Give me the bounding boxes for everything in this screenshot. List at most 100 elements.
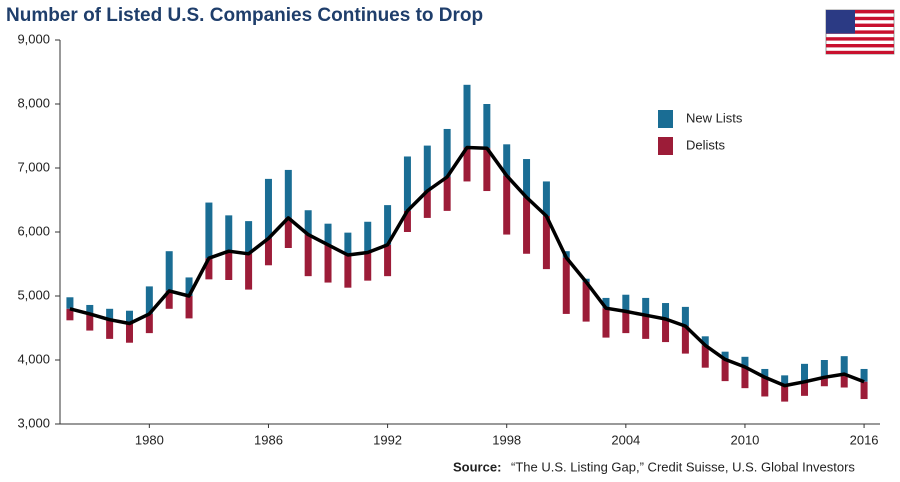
total-line: [69, 145, 865, 388]
bar: [662, 303, 670, 320]
x-tick-label: 1980: [135, 432, 164, 447]
x-tick-label: 2010: [730, 432, 759, 447]
chart-title: Number of Listed U.S. Companies Continue…: [6, 5, 483, 26]
bar: [840, 356, 848, 375]
bar: [741, 356, 749, 368]
bar: [284, 169, 292, 218]
x-tick-label: 2004: [611, 432, 640, 447]
bar: [820, 360, 828, 378]
bar: [423, 191, 431, 218]
bar: [185, 296, 193, 319]
bar: [165, 290, 173, 309]
bar: [125, 323, 133, 343]
y-tick-label: 4,000: [17, 351, 50, 366]
x-tick-label: 2016: [850, 432, 879, 447]
y-tick-label: 6,000: [17, 223, 50, 238]
bar: [681, 306, 689, 327]
bar: [582, 281, 590, 322]
bar: [523, 197, 531, 254]
x-tick-label: 1986: [254, 432, 283, 447]
bar: [781, 375, 789, 386]
x-tick-label: 1998: [492, 432, 521, 447]
bar: [165, 251, 173, 291]
bar: [463, 84, 471, 148]
bar: [66, 297, 74, 309]
bar: [463, 147, 471, 182]
bar: [801, 363, 809, 382]
bar: [106, 319, 114, 339]
bar: [145, 313, 153, 334]
bar: [245, 221, 253, 254]
x-tick-label: 1992: [373, 432, 402, 447]
bar: [284, 217, 292, 248]
bar: [602, 297, 610, 309]
bar: [681, 326, 689, 354]
bar: [225, 251, 233, 280]
bar: [423, 145, 431, 192]
legend-swatch: [658, 110, 673, 128]
bar: [364, 221, 372, 253]
bar: [225, 215, 233, 252]
bar: [66, 308, 74, 321]
bar: [403, 210, 411, 232]
bar: [781, 385, 789, 402]
bar: [860, 368, 868, 382]
bar: [185, 277, 193, 296]
bar: [503, 144, 511, 176]
us-flag: [825, 9, 895, 55]
bar: [662, 319, 670, 343]
bar: [840, 374, 848, 388]
bar: [145, 286, 153, 314]
bar: [642, 297, 650, 316]
bar: [801, 381, 809, 396]
bar: [443, 176, 451, 211]
bar: [304, 210, 312, 235]
bar: [721, 351, 729, 360]
bar: [503, 175, 511, 235]
bar: [721, 359, 729, 382]
bar: [483, 104, 491, 149]
bar: [701, 336, 709, 346]
bar: [403, 156, 411, 211]
bar: [364, 252, 372, 281]
bar: [344, 232, 352, 256]
legend-swatch: [658, 137, 673, 155]
bar: [761, 368, 769, 378]
legend-label: Delists: [686, 137, 726, 152]
bar: [483, 148, 491, 192]
bar: [245, 253, 253, 290]
bar: [86, 313, 94, 331]
bar: [344, 255, 352, 288]
y-tick-label: 8,000: [17, 95, 50, 110]
bar: [741, 367, 749, 389]
y-tick-label: 3,000: [17, 415, 50, 430]
bar: [860, 381, 868, 400]
bar: [205, 258, 213, 280]
bar: [324, 244, 332, 283]
bar: [701, 345, 709, 368]
source-label: Source:: [453, 459, 501, 474]
bar: [384, 244, 392, 277]
bar: [562, 257, 570, 314]
bar: [542, 181, 550, 216]
bar: [622, 294, 630, 312]
bar: [542, 216, 550, 270]
y-tick-label: 9,000: [17, 31, 50, 46]
bar: [622, 311, 630, 334]
bar: [820, 377, 828, 387]
y-tick-label: 7,000: [17, 159, 50, 174]
bar: [324, 223, 332, 245]
bar: [264, 178, 272, 239]
bar: [304, 234, 312, 277]
legend-label: New Lists: [686, 110, 743, 125]
bar: [86, 304, 94, 314]
source-text: “The U.S. Listing Gap,” Credit Suisse, U…: [511, 459, 855, 474]
bar: [642, 315, 650, 339]
bar: [761, 377, 769, 397]
bar: [264, 238, 272, 266]
bar: [125, 310, 133, 324]
bar: [106, 308, 114, 320]
bar: [205, 202, 213, 259]
bar: [523, 159, 531, 198]
